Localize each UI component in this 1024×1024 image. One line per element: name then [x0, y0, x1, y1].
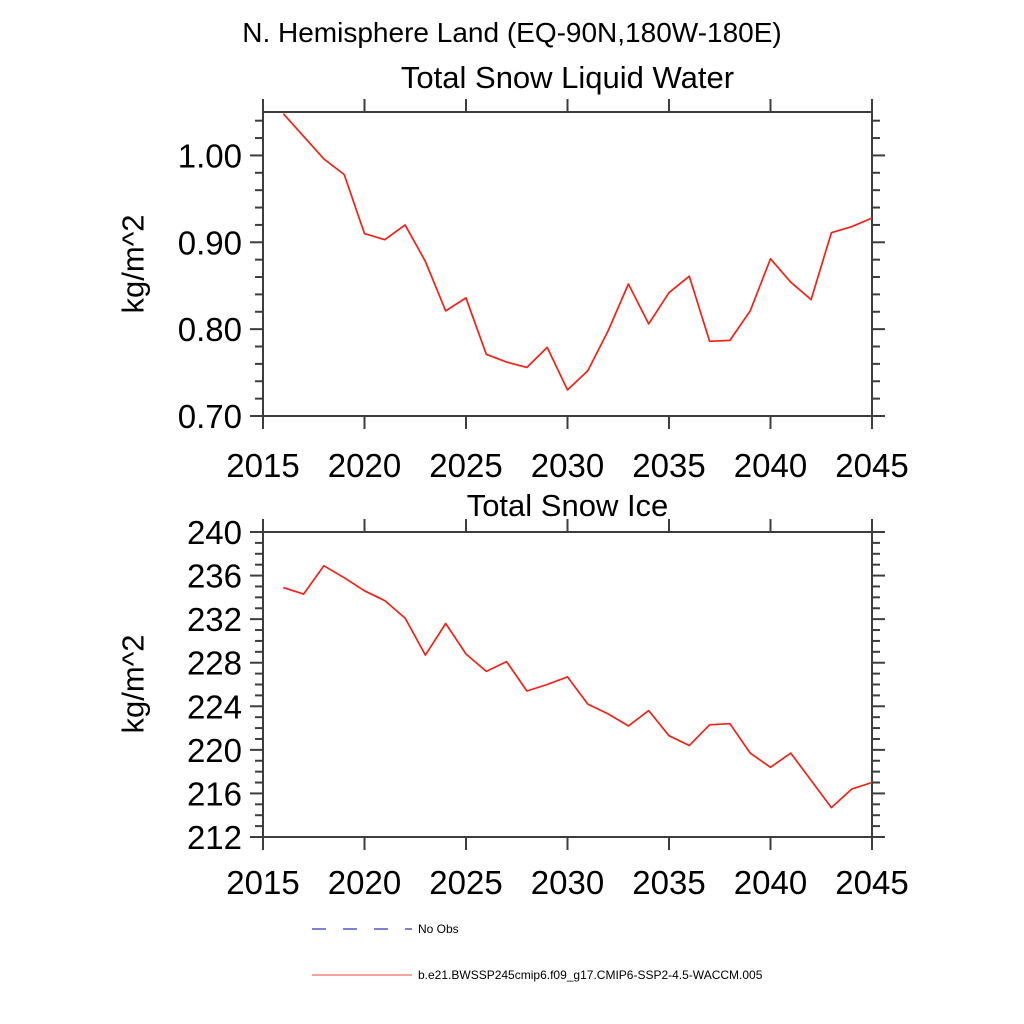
- x-tick-label: 2025: [429, 864, 502, 901]
- x-tick-label: 2030: [531, 864, 604, 901]
- series-line: [282, 113, 873, 391]
- x-tick-label: 2025: [429, 447, 502, 484]
- y-tick-label: 1.00: [178, 137, 242, 174]
- y-tick-label: 0.90: [178, 224, 242, 261]
- main-title: N. Hemisphere Land (EQ-90N,180W-180E): [242, 17, 782, 48]
- y-tick-label: 240: [187, 514, 242, 551]
- x-tick-label: 2020: [328, 864, 401, 901]
- legend-label: No Obs: [418, 922, 459, 936]
- x-tick-label: 2040: [734, 447, 807, 484]
- x-tick-label: 2045: [835, 447, 908, 484]
- series-line: [283, 564, 873, 809]
- y-tick-label: 220: [187, 732, 242, 769]
- x-tick-label: 2035: [632, 447, 705, 484]
- y-tick-label: 232: [187, 601, 242, 638]
- x-tick-label: 2015: [226, 864, 299, 901]
- plot-frame: [262, 111, 873, 417]
- y-tick-label: 212: [187, 819, 242, 856]
- y-tick-label: 216: [187, 775, 242, 812]
- x-tick-label: 2030: [531, 447, 604, 484]
- chart2-plot: 2015 2020 2025 2030 2035 2040 2045 212 216 220 224…: [187, 514, 909, 901]
- y-tick-label: 236: [187, 558, 242, 595]
- y-tick-label: 0.70: [178, 398, 242, 435]
- chart1-title: Total Snow Liquid Water: [400, 60, 735, 95]
- y-tick-label: 0.80: [178, 311, 242, 348]
- y-tick-label: 228: [187, 645, 242, 682]
- x-tick-label: 2020: [328, 447, 401, 484]
- x-tick-label: 2040: [734, 864, 807, 901]
- y-tick-label: 224: [187, 688, 242, 725]
- legend-label: b.e21.BWSSP245cmip6.f09_g17.CMIP6-SSP2-4…: [418, 968, 763, 982]
- x-tick-label: 2035: [632, 864, 705, 901]
- chart1-plot: 2015 2020 2025 2030 2035 2040 2045 0.70 0.80 0.90…: [178, 99, 909, 484]
- chart2-title: Total Snow Ice: [466, 488, 669, 523]
- x-tick-label: 2015: [226, 447, 299, 484]
- legend: No Obs b.e21.BWSSP245cmip6.f09_g17.CMIP6-…: [312, 922, 763, 982]
- plot-frame: [262, 531, 873, 838]
- x-tick-label: 2045: [835, 864, 908, 901]
